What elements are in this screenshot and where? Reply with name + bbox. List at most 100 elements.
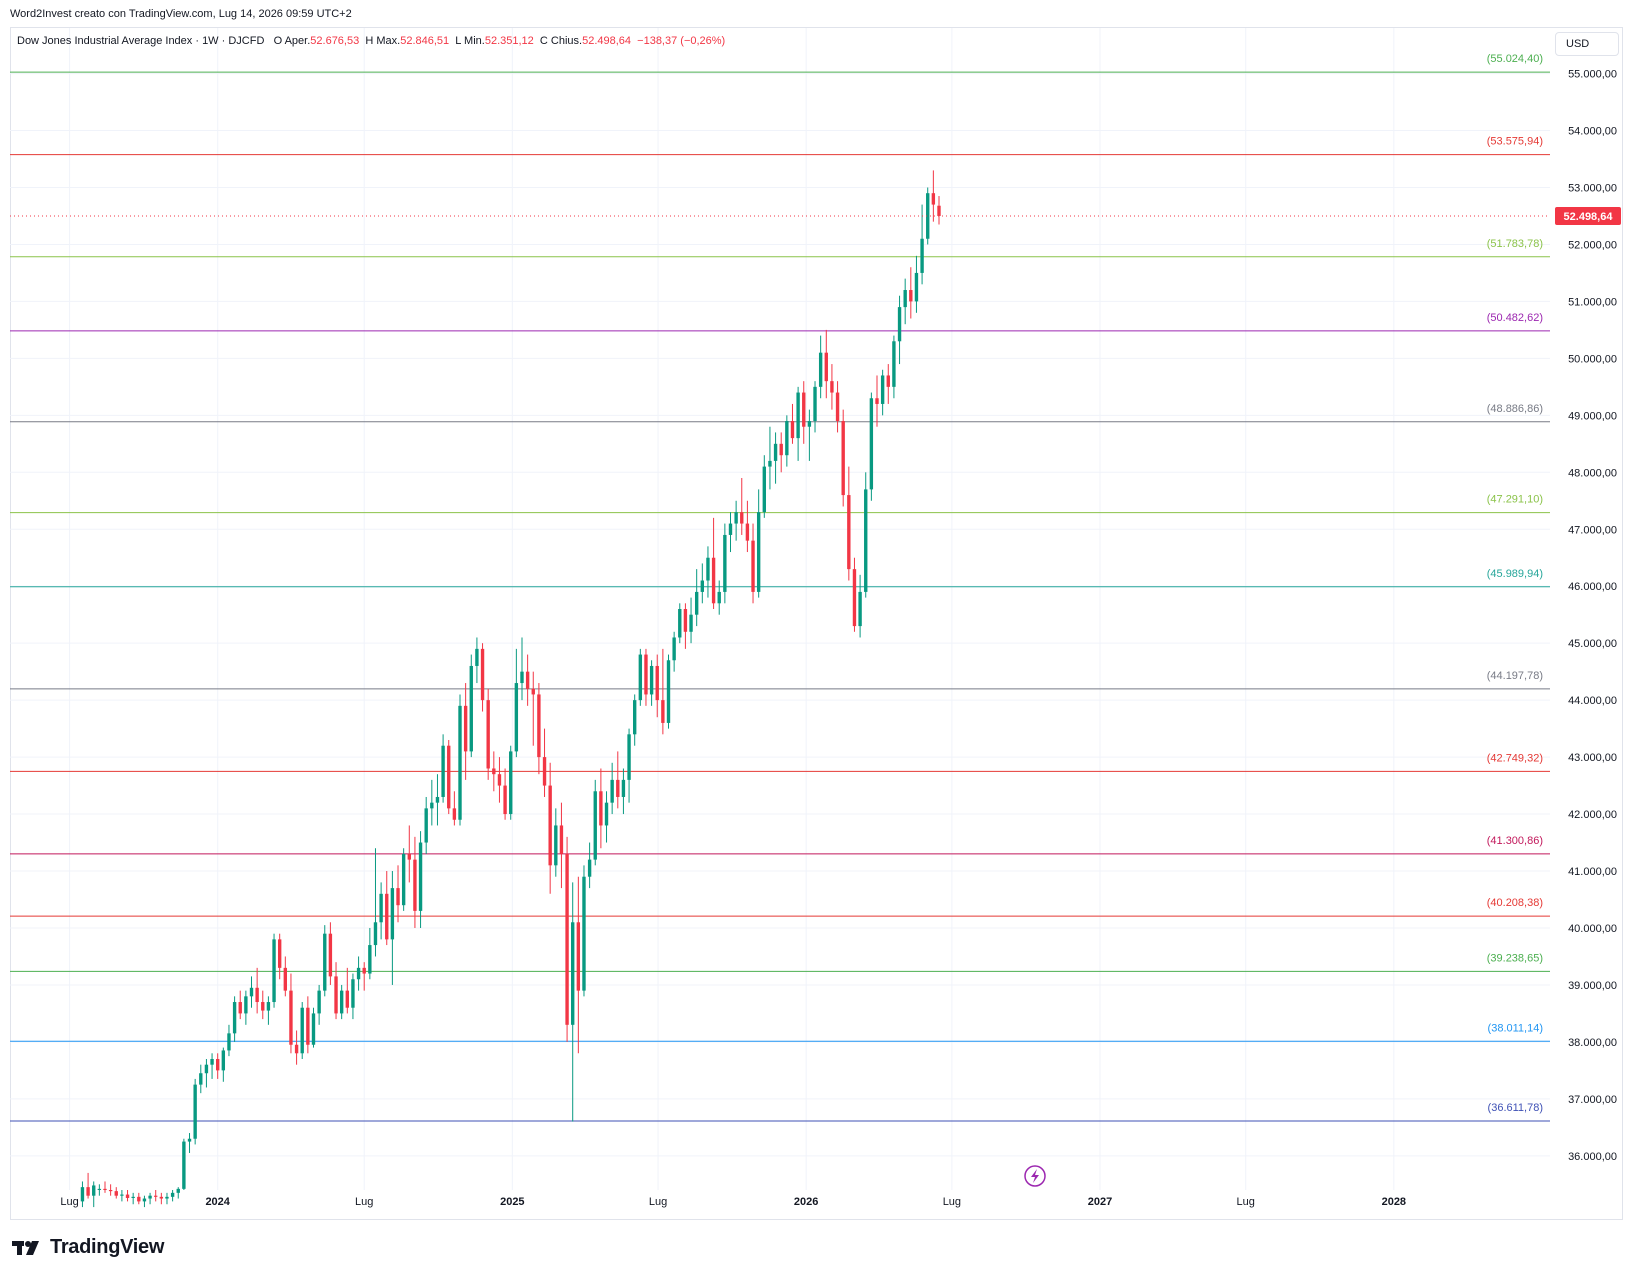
candle-body [610, 779, 614, 803]
x-tick-label: 2026 [794, 1196, 818, 1208]
candle-body [926, 193, 930, 239]
candle-body [216, 1058, 220, 1071]
y-tick-label: 52.000,00 [1568, 239, 1617, 251]
price-axis: 36.000,00 37.000,00 38.000,00 39.000,00 40.0… [1568, 69, 1617, 1163]
candle-body [768, 460, 772, 467]
candle-body [137, 1196, 141, 1202]
chart-frame[interactable] [10, 27, 1623, 1220]
chart-caption: Word2Invest creato con TradingView.com, … [10, 8, 352, 20]
candle-body [520, 671, 524, 684]
open-value: 52.676,53 [310, 35, 360, 47]
candle-body [880, 375, 885, 404]
level-label: (45.989,94) [1487, 568, 1543, 580]
y-tick-label: 53.000,00 [1568, 182, 1617, 194]
high-value: 52.846,51 [400, 35, 450, 47]
low-label: Min. [464, 35, 485, 47]
level-label: (39.238,65) [1487, 952, 1543, 964]
candle-body [92, 1185, 96, 1196]
candle-body [734, 512, 738, 524]
close-label: Chius. [550, 35, 583, 47]
candle-body [120, 1194, 124, 1196]
candle-body [362, 967, 366, 974]
candle-body [283, 967, 288, 991]
candle-body [892, 341, 896, 387]
last-price-tag [1555, 207, 1621, 226]
candle-body [323, 933, 327, 991]
level-label: (44.197,78) [1487, 670, 1543, 682]
candle-body [159, 1196, 164, 1199]
candle-body [131, 1196, 135, 1198]
y-tick-label: 54.000,00 [1568, 126, 1617, 138]
candle-body [723, 534, 727, 592]
y-tick-label: 47.000,00 [1568, 524, 1617, 536]
candle-body [672, 637, 676, 661]
candle-body [306, 1007, 310, 1045]
open-letter: O [273, 35, 283, 47]
candle-body [559, 825, 564, 854]
candle-body [694, 591, 699, 615]
level-label: (38.011,14) [1488, 1022, 1543, 1034]
time-axis: Lug 2024 Lug 2025 Lug 2026 Lug 2027 Lug 2028 [60, 1196, 1406, 1208]
x-tick-label: 2028 [1382, 1196, 1406, 1208]
candle-body [655, 665, 659, 701]
candle-body [728, 523, 733, 535]
candle-body [272, 939, 276, 1003]
candle-body [142, 1198, 147, 1202]
level-label: (53.575,94) [1487, 136, 1543, 148]
level-label: (41.300,86) [1487, 835, 1543, 847]
tradingview-logo[interactable]: TradingView [12, 1236, 164, 1259]
candle-body [616, 779, 620, 797]
candle-body [356, 967, 361, 980]
y-tick-label: 49.000,00 [1568, 410, 1617, 422]
candle-body [435, 796, 440, 803]
candle-body [492, 768, 496, 775]
candle-body [897, 307, 902, 342]
candle-body [266, 1002, 271, 1011]
candle-body [514, 683, 519, 752]
candle-body [565, 853, 569, 1025]
candle-body [914, 272, 919, 302]
candle-body [165, 1196, 169, 1199]
candle-body [548, 785, 552, 866]
y-tick-label: 48.000,00 [1568, 467, 1617, 479]
x-tick-label: Lug [649, 1196, 667, 1208]
candle-body [328, 933, 333, 977]
candle-body [756, 512, 761, 592]
x-tick-label: Lug [355, 1196, 373, 1208]
candles-layer [80, 170, 941, 1208]
x-tick-label: Lug [943, 1196, 961, 1208]
candle-body [469, 665, 473, 752]
candle-body [779, 443, 783, 456]
candle-body [678, 609, 682, 638]
symbol-name: Dow Jones Industrial Average Index · 1W … [17, 35, 265, 47]
candle-body [762, 466, 766, 513]
candle-body [261, 1002, 265, 1011]
currency-button[interactable]: USD [1555, 32, 1619, 56]
candle-body [210, 1058, 214, 1065]
lightning-icon[interactable] [1024, 1165, 1046, 1187]
last-price-label: 52.498,64 [1564, 211, 1614, 223]
candle-body [835, 392, 840, 422]
y-tick-label: 43.000,00 [1568, 752, 1617, 764]
level-label: (48.886,86) [1487, 403, 1543, 415]
y-tick-label: 42.000,00 [1568, 809, 1617, 821]
y-tick-label: 46.000,00 [1568, 581, 1617, 593]
candle-body [525, 671, 530, 689]
grid-layer [10, 28, 1550, 1190]
candle-body [852, 569, 857, 627]
candle-body [390, 888, 395, 940]
candle-body [920, 238, 924, 273]
candle-body [447, 745, 451, 809]
candle-body [430, 802, 434, 809]
candle-body [458, 705, 462, 820]
candle-body [864, 489, 868, 592]
candle-body [875, 398, 879, 404]
y-tick-label: 36.000,00 [1568, 1151, 1617, 1163]
candle-body [903, 290, 907, 308]
candle-body [204, 1064, 209, 1074]
candle-body [813, 386, 817, 422]
candle-body [154, 1195, 158, 1197]
candle-body [339, 990, 344, 1014]
candle-body [537, 694, 541, 758]
